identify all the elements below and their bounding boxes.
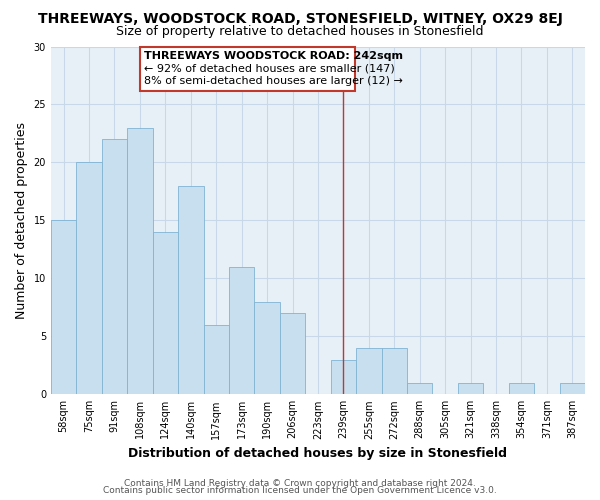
Bar [51, 220, 76, 394]
Bar [560, 382, 585, 394]
Bar [458, 382, 483, 394]
Text: THREEWAYS, WOODSTOCK ROAD, STONESFIELD, WITNEY, OX29 8EJ: THREEWAYS, WOODSTOCK ROAD, STONESFIELD, … [38, 12, 562, 26]
Bar [152, 232, 178, 394]
Text: Size of property relative to detached houses in Stonesfield: Size of property relative to detached ho… [116, 25, 484, 38]
Bar [509, 382, 534, 394]
Bar [254, 302, 280, 394]
X-axis label: Distribution of detached houses by size in Stonesfield: Distribution of detached houses by size … [128, 447, 508, 460]
Text: Contains HM Land Registry data © Crown copyright and database right 2024.: Contains HM Land Registry data © Crown c… [124, 478, 476, 488]
Bar [331, 360, 356, 394]
Text: Contains public sector information licensed under the Open Government Licence v3: Contains public sector information licen… [103, 486, 497, 495]
Bar [178, 186, 203, 394]
Bar [76, 162, 102, 394]
Text: THREEWAYS WOODSTOCK ROAD: 242sqm: THREEWAYS WOODSTOCK ROAD: 242sqm [144, 51, 403, 61]
FancyBboxPatch shape [140, 46, 355, 90]
Bar [102, 139, 127, 394]
Bar [127, 128, 152, 394]
Bar [382, 348, 407, 395]
Bar [280, 313, 305, 394]
Text: 8% of semi-detached houses are larger (12) →: 8% of semi-detached houses are larger (1… [144, 76, 403, 86]
Bar [356, 348, 382, 395]
Text: ← 92% of detached houses are smaller (147): ← 92% of detached houses are smaller (14… [144, 64, 394, 74]
Bar [229, 267, 254, 394]
Bar [407, 382, 433, 394]
Y-axis label: Number of detached properties: Number of detached properties [15, 122, 28, 319]
Bar [203, 324, 229, 394]
